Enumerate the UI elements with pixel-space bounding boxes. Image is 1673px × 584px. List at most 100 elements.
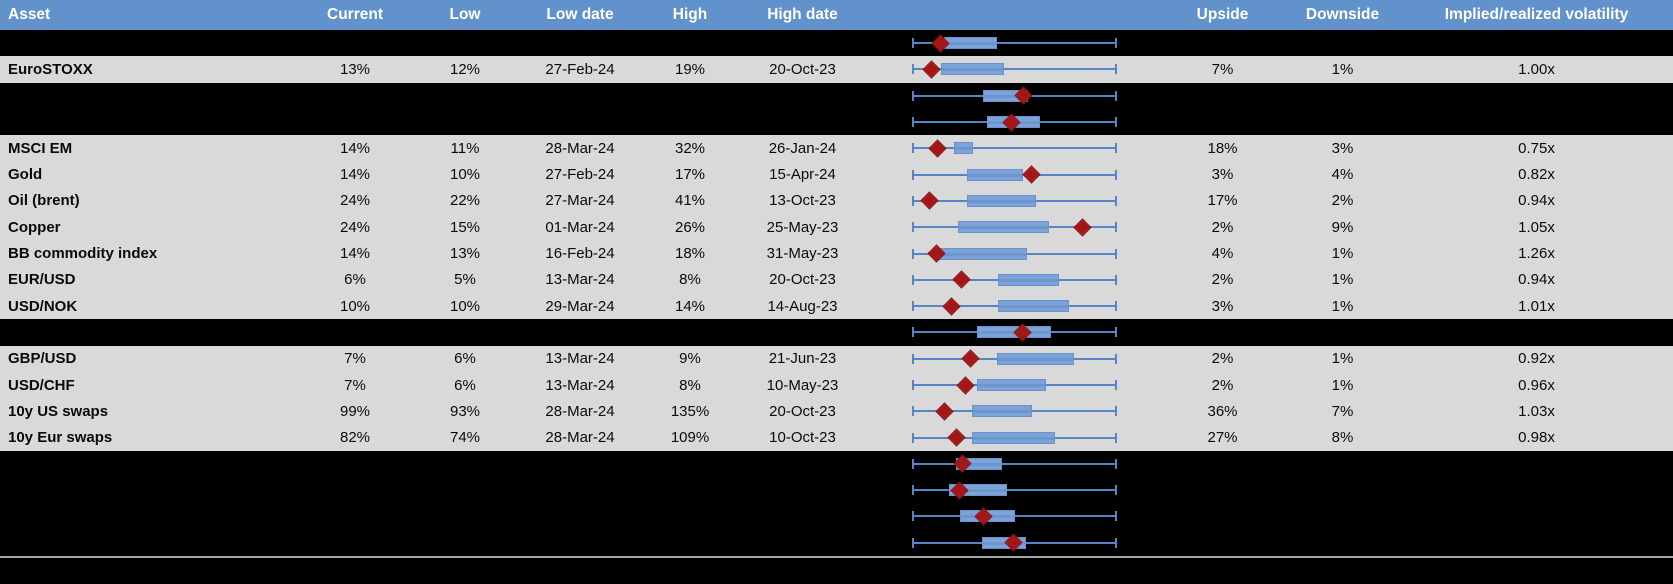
boxplot <box>875 109 1160 135</box>
cell-low-date: 13-Mar-24 <box>545 376 615 394</box>
cell-asset: BB commodity index <box>8 245 158 263</box>
boxplot <box>875 398 1160 424</box>
column-header-high-date: High date <box>767 6 838 23</box>
whisker-cap-left <box>912 90 914 101</box>
boxplot-plot-area <box>912 135 1117 161</box>
boxplot <box>875 188 1160 214</box>
cell-upside: 18% <box>1207 139 1238 157</box>
table-spacer-row <box>0 529 1673 556</box>
table-spacer-row <box>0 319 1673 346</box>
cell-low-date: 13-Mar-24 <box>545 271 615 289</box>
current-diamond-marker-icon <box>942 296 961 316</box>
cell-downside: 7% <box>1331 402 1354 420</box>
footer-black-band <box>0 557 1673 584</box>
cell-high-date: 26-Jan-24 <box>768 139 837 157</box>
cell-downside: 1% <box>1331 271 1354 289</box>
whisker-cap-right <box>1115 353 1117 364</box>
boxplot-plot-area <box>912 267 1117 293</box>
cell-low: 6% <box>454 376 476 394</box>
whisker-cap-right <box>1115 38 1117 49</box>
whisker-cap-left <box>912 301 914 312</box>
cell-iv-rv: 0.98x <box>1518 429 1555 447</box>
cell-iv-rv: 0.94x <box>1518 192 1555 210</box>
cell-upside: 3% <box>1211 166 1234 184</box>
interquartile-box <box>934 247 1027 260</box>
cell-low: 74% <box>449 429 481 447</box>
cell-iv-rv: 1.05x <box>1518 218 1555 236</box>
cell-iv-rv: 0.82x <box>1518 166 1555 184</box>
whisker-cap-left <box>912 117 914 128</box>
boxplot <box>875 372 1160 398</box>
table-spacer-row <box>0 503 1673 530</box>
interquartile-box <box>997 273 1060 286</box>
whisker-cap-right <box>1115 64 1117 75</box>
whisker-cap-left <box>912 327 914 338</box>
cell-high: 17% <box>674 166 706 184</box>
whisker-cap-right <box>1115 537 1117 548</box>
cell-high-date: 31-May-23 <box>766 245 839 263</box>
column-header-downside: Downside <box>1305 6 1380 23</box>
cell-high: 8% <box>679 271 701 289</box>
boxplot-plot-area <box>912 346 1117 372</box>
cell-upside: 3% <box>1211 297 1234 315</box>
cell-high: 14% <box>674 297 706 315</box>
cell-current: 24% <box>339 218 371 236</box>
table-row: Copper 24% 15% 01-Mar-24 26% 25-May-23 2% 9% 1.0… <box>0 214 1673 241</box>
cell-upside: 36% <box>1207 402 1238 420</box>
boxplot <box>875 451 1160 477</box>
cell-low-date: 28-Mar-24 <box>545 402 615 420</box>
whisker-cap-left <box>912 458 914 469</box>
cell-downside: 1% <box>1331 376 1354 394</box>
interquartile-box <box>971 431 1056 444</box>
cell-iv-rv: 1.01x <box>1518 297 1555 315</box>
interquartile-box <box>954 142 973 155</box>
boxplot <box>875 293 1160 319</box>
cell-high-date: 14-Aug-23 <box>767 297 838 315</box>
cell-downside: 1% <box>1331 350 1354 368</box>
boxplot <box>875 267 1160 293</box>
boxplot <box>875 503 1160 529</box>
cell-upside: 2% <box>1211 376 1234 394</box>
cell-upside: 2% <box>1211 271 1234 289</box>
current-diamond-marker-icon <box>956 375 975 395</box>
table-row: MSCI EM 14% 11% 28-Mar-24 32% 26-Jan-24 18% 3% 0… <box>0 135 1673 162</box>
cell-iv-rv: 0.94x <box>1518 271 1555 289</box>
boxplot-plot-area <box>912 451 1117 477</box>
whisker-line <box>912 489 1117 492</box>
whisker-cap-right <box>1115 195 1117 206</box>
table-row: BB commodity index 14% 13% 16-Feb-24 18% 31-M… <box>0 240 1673 267</box>
cell-high: 26% <box>674 218 706 236</box>
column-header-asset: Asset <box>8 6 51 23</box>
cell-low-date: 13-Mar-24 <box>545 350 615 368</box>
cell-asset: Oil (brent) <box>8 192 80 210</box>
cell-iv-rv: 0.96x <box>1518 376 1555 394</box>
cell-low-date: 16-Feb-24 <box>545 245 615 263</box>
boxplot-plot-area <box>912 161 1117 187</box>
table-row: GBP/USD 7% 6% 13-Mar-24 9% 21-Jun-23 2% 1% 0.92x <box>0 345 1673 372</box>
cell-low: 22% <box>449 192 481 210</box>
table-spacer-row <box>0 30 1673 57</box>
cell-downside: 1% <box>1331 297 1354 315</box>
whisker-cap-left <box>912 143 914 154</box>
cell-asset: GBP/USD <box>8 350 77 368</box>
whisker-line <box>912 68 1117 71</box>
whisker-line <box>912 42 1117 45</box>
cell-high-date: 10-May-23 <box>766 376 839 394</box>
cell-high-date: 20-Oct-23 <box>769 271 836 289</box>
cell-high: 8% <box>679 376 701 394</box>
cell-current: 7% <box>344 350 366 368</box>
table-row: Gold 14% 10% 27-Feb-24 17% 15-Apr-24 3% 4% 0.82x <box>0 161 1673 188</box>
boxplot-plot-area <box>912 477 1117 503</box>
boxplot-plot-area <box>912 530 1117 556</box>
whisker-cap-right <box>1115 117 1117 128</box>
current-diamond-marker-icon <box>928 139 947 158</box>
cell-current: 99% <box>339 402 371 420</box>
whisker-cap-left <box>912 537 914 548</box>
interquartile-box <box>996 352 1074 365</box>
whisker-cap-right <box>1115 301 1117 312</box>
cell-high: 32% <box>674 139 706 157</box>
cell-high: 18% <box>674 245 706 263</box>
current-diamond-marker-icon <box>947 428 966 447</box>
boxplot <box>875 214 1160 240</box>
